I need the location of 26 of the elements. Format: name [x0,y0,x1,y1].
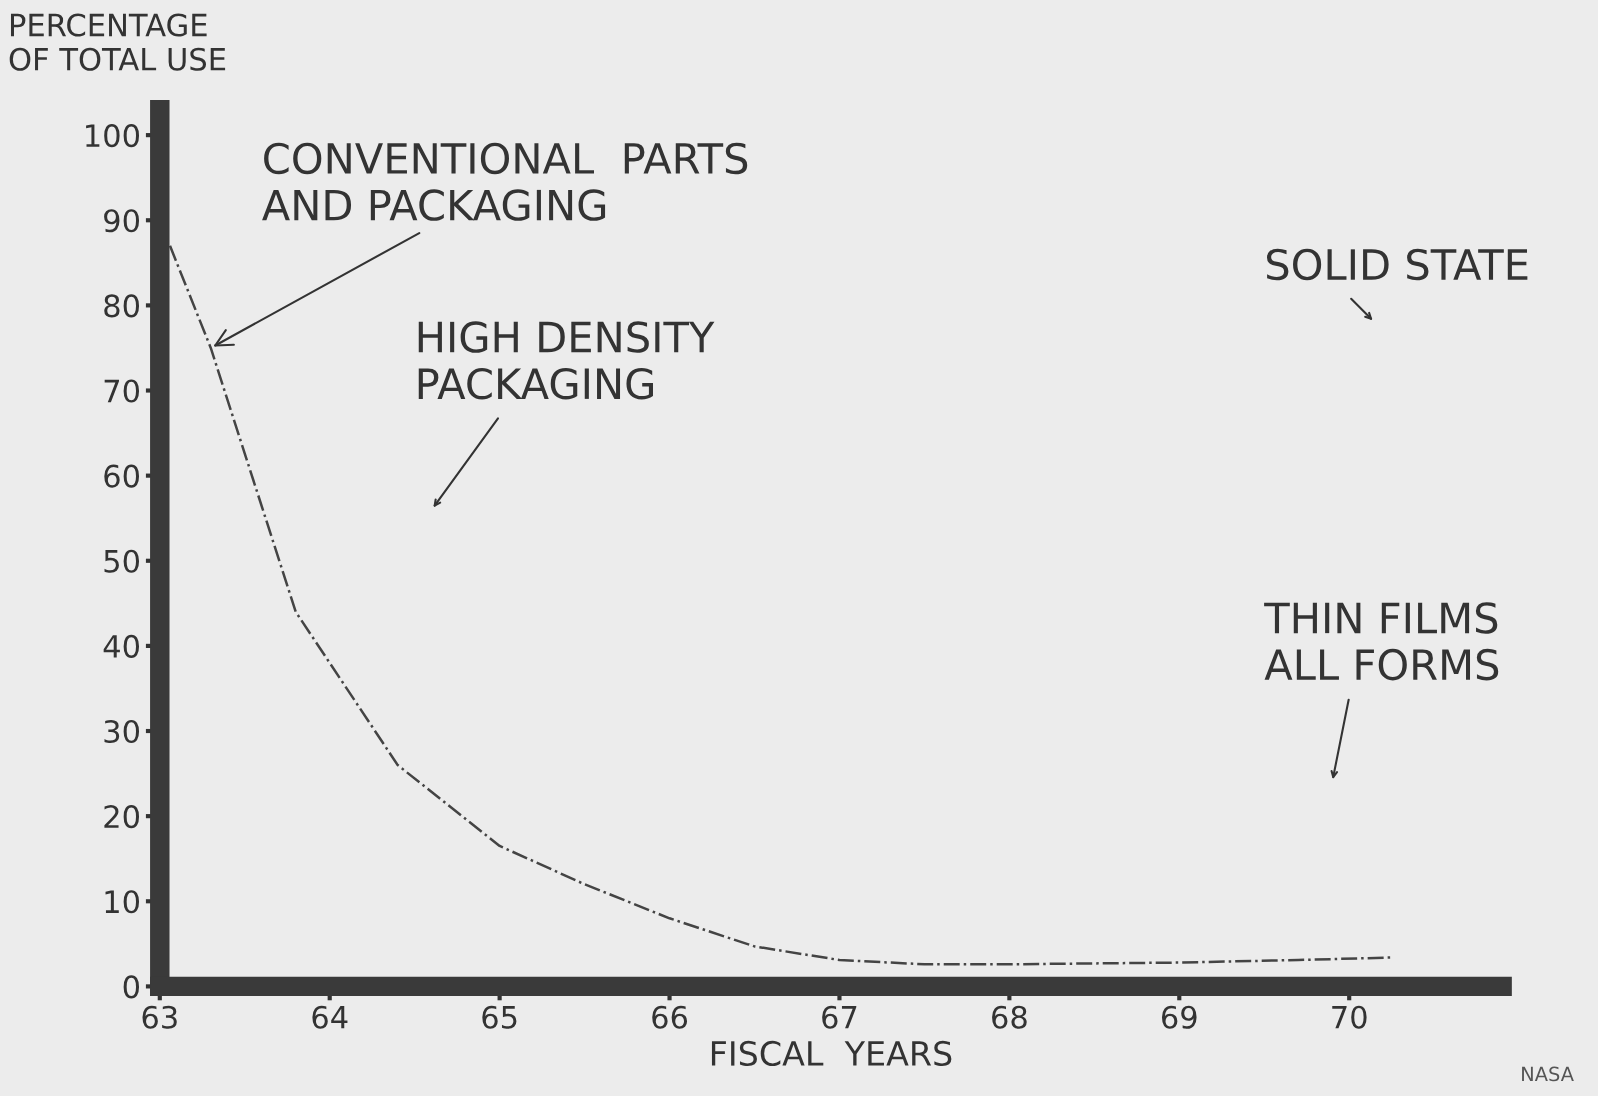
x-tick-label: 67 [822,1005,857,1029]
y-tick-label: 60 [104,464,140,488]
x-tick-label: 70 [1332,1005,1367,1029]
x-tick-label: 64 [312,1005,348,1029]
annotation: THIN FILMS ALL FORMS [1264,602,1499,681]
x-tick-label: 63 [142,1005,177,1029]
x-tick-label: 68 [992,1005,1027,1029]
y-tick-label: 40 [103,634,140,658]
y-tick-label: 90 [104,209,140,233]
annotation: SOLID STATE [1266,248,1528,281]
y-tick-label: 80 [104,294,140,318]
y-tick-label: 50 [104,549,140,573]
y-tick-label: 0 [123,975,140,999]
text: NASA [1522,1066,1574,1082]
y-tick-label: 70 [104,379,140,403]
y-tick-label: 100 [86,124,140,148]
y-tick-label: 10 [105,890,140,914]
y-tick-label: 30 [104,719,140,744]
y-axis-title: PERCENTAGE OF TOTAL USE [9,13,226,71]
annotation: CONVENTIONAL PARTS AND PACKAGING [262,142,748,221]
annotation: HIGH DENSITY PACKAGING [418,321,715,400]
x-tick-label: 69 [1161,1005,1197,1029]
y-tick-label: 20 [104,805,140,829]
x-tick-label: 65 [482,1005,517,1029]
x-axis-title: FISCAL YEARS [711,1040,952,1067]
x-tick-label: 66 [652,1005,688,1029]
